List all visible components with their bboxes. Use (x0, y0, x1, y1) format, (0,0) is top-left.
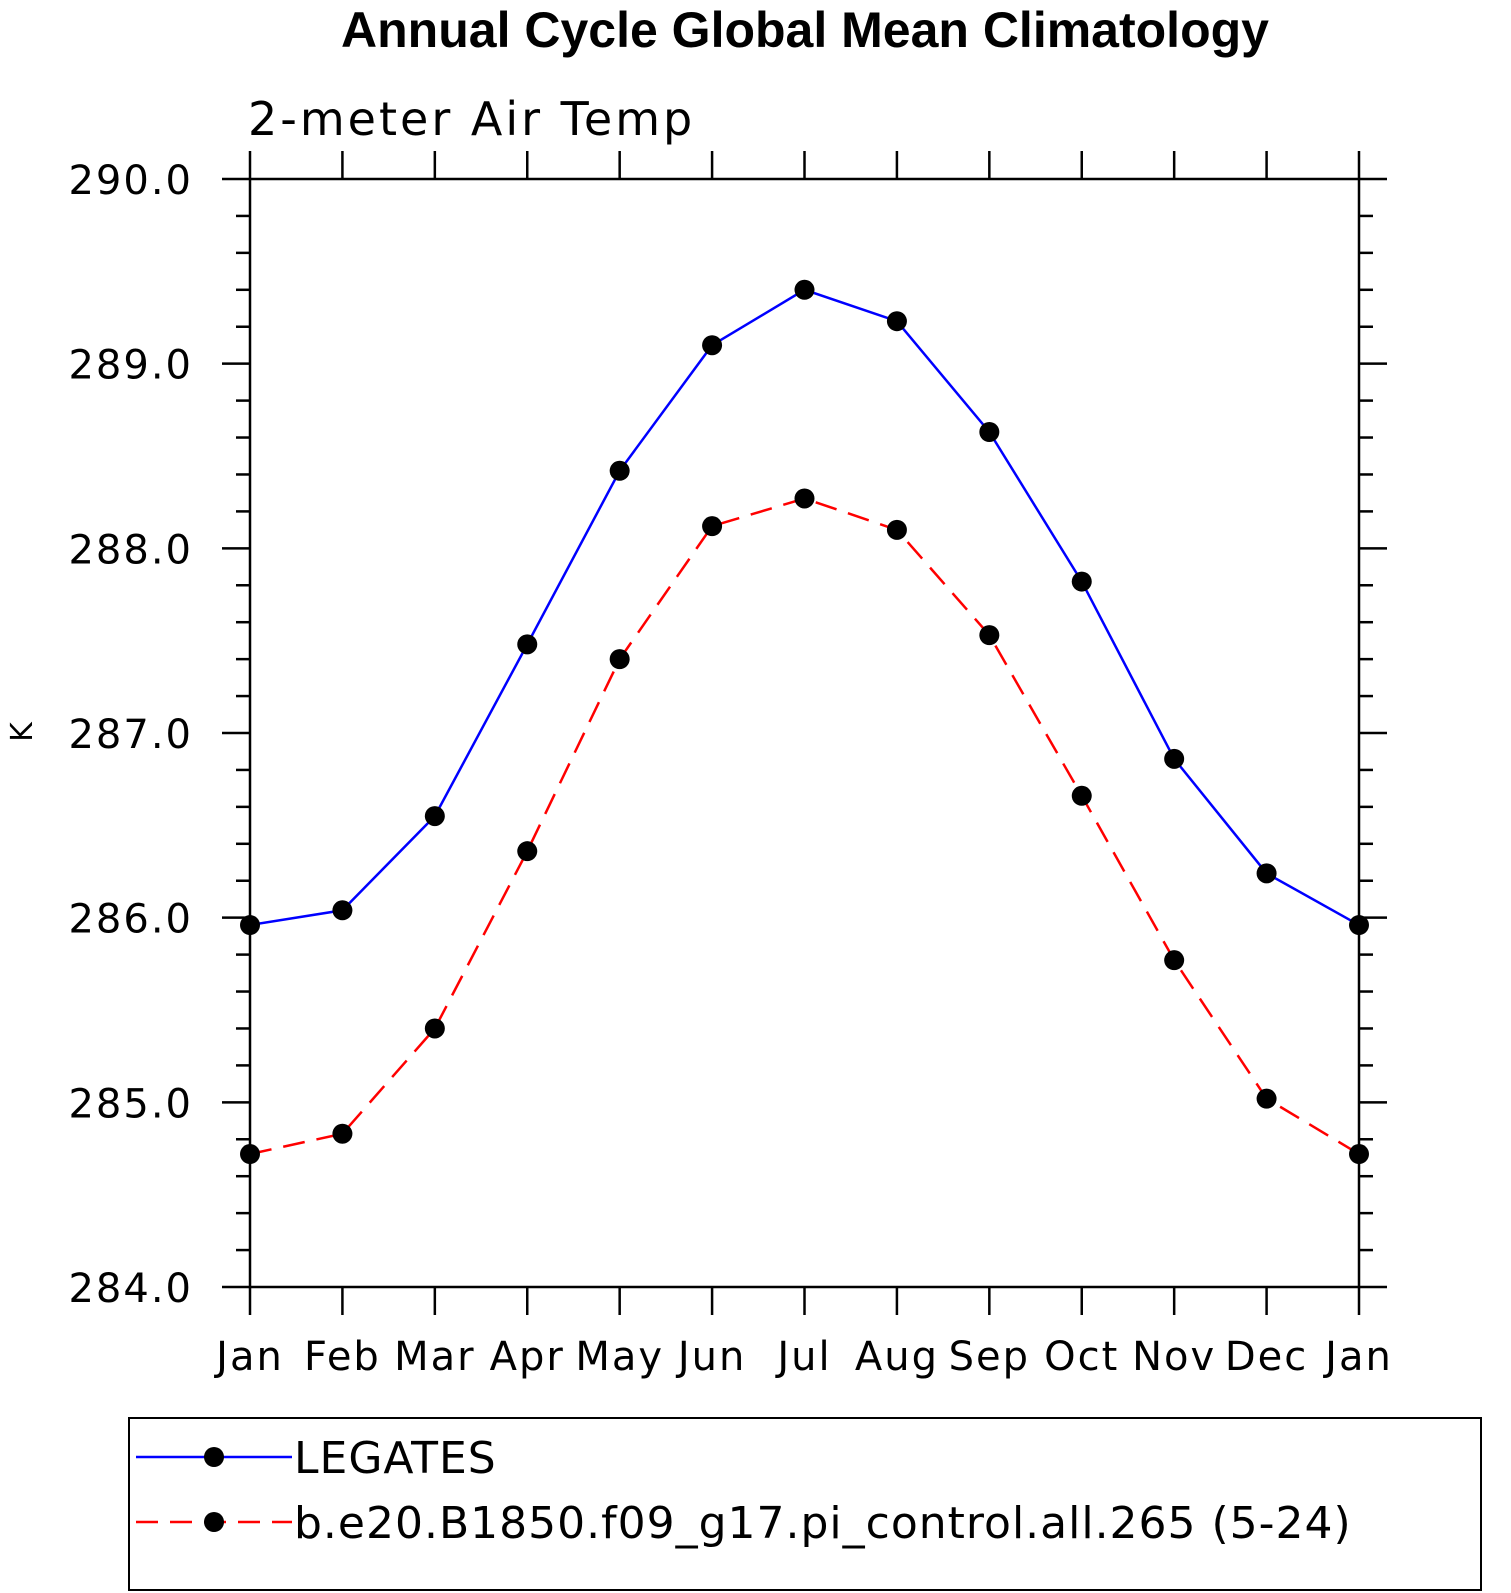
data-point (332, 1123, 353, 1144)
data-point (240, 1144, 260, 1165)
y-tick-label: 287.0 (68, 712, 193, 758)
y-tick-label: 289.0 (68, 343, 193, 389)
legend-label: LEGATES (294, 1433, 497, 1484)
y-tick-label: 284.0 (68, 1266, 193, 1312)
x-tick-label: Sep (949, 1334, 1030, 1380)
axes: 284.0 285.0 286.0 287.0 288.0 289.0 290.0 Jan Fe… (68, 151, 1393, 1380)
chart-title: Annual Cycle Global Mean Climatology (341, 2, 1269, 58)
x-tick-label: Dec (1225, 1334, 1308, 1380)
legend-marker (204, 1512, 224, 1532)
legend-marker (204, 1447, 224, 1467)
data-point (517, 634, 538, 655)
data-point (794, 488, 815, 509)
x-tick-label: Apr (490, 1334, 565, 1380)
data-point (1071, 571, 1092, 592)
data-point (517, 841, 538, 862)
x-tick-label: Jun (675, 1334, 747, 1380)
data-point (609, 460, 630, 481)
series-1 (240, 279, 1369, 936)
data-point (702, 335, 723, 356)
legend-box (128, 1417, 1482, 1591)
y-tick-label: 285.0 (68, 1081, 193, 1127)
data-point (1256, 863, 1277, 884)
data-point (424, 1018, 445, 1039)
data-point (979, 421, 1000, 442)
legend-item-2: b.e20.B1850.f09_g17.pi_control.all.265 (… (136, 1498, 1352, 1549)
data-point (1349, 1144, 1369, 1165)
x-tick-label: Jul (774, 1334, 831, 1380)
legend-label: b.e20.B1850.f09_g17.pi_control.all.265 (… (294, 1498, 1352, 1549)
x-tick-label: Jan (1322, 1334, 1393, 1380)
data-point (609, 649, 630, 670)
y-tick-label: 288.0 (68, 527, 193, 573)
x-tick-label: Jan (213, 1334, 284, 1380)
series-layer (240, 279, 1369, 1165)
legend: LEGATES b.e20.B1850.f09_g17.pi_control.al… (128, 1417, 1482, 1591)
data-point (702, 516, 723, 537)
y-tick-label: 286.0 (68, 897, 193, 943)
data-point (240, 915, 260, 936)
plot-frame (248, 177, 1361, 1289)
data-point (886, 311, 907, 332)
data-point (332, 900, 353, 921)
series-line (249, 497, 1360, 1156)
data-point (424, 806, 445, 827)
x-tick-label: Oct (1044, 1334, 1119, 1380)
data-point (1256, 1088, 1277, 1109)
x-tick-label: Aug (855, 1334, 939, 1380)
series-line (249, 288, 1360, 927)
chart-subtitle: 2-meter Air Temp (248, 92, 695, 146)
data-point (979, 625, 1000, 646)
y-axis-label: K (5, 721, 40, 742)
data-point (886, 519, 907, 540)
data-point (1349, 915, 1369, 936)
x-tick-label: May (575, 1334, 664, 1380)
x-tick-label: Mar (394, 1334, 475, 1380)
data-point (1164, 748, 1185, 769)
series-2 (240, 488, 1369, 1165)
x-tick-label: Nov (1132, 1334, 1216, 1380)
data-point (1071, 785, 1092, 806)
data-point (1164, 950, 1185, 971)
legend-item-1: LEGATES (136, 1433, 497, 1484)
y-tick-label: 290.0 (68, 158, 193, 204)
data-point (794, 279, 815, 300)
x-tick-label: Feb (304, 1334, 381, 1380)
